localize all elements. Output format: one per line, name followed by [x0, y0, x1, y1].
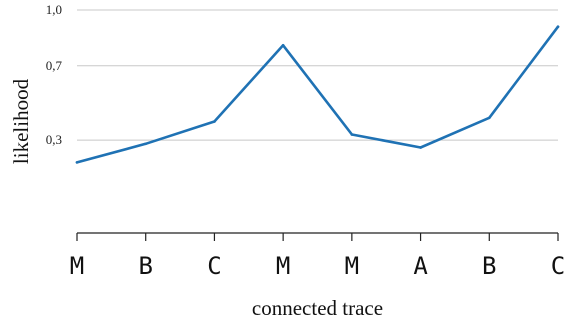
x-tick-label: C — [207, 252, 221, 280]
x-axis-label: connected trace — [252, 296, 383, 320]
series-point — [213, 120, 216, 123]
series-line — [75, 25, 560, 164]
series-point — [75, 161, 79, 164]
x-tick-label: M — [345, 252, 359, 280]
x-tick-label: B — [138, 252, 152, 280]
y-tick-label: 0,3 — [46, 132, 62, 147]
series-point — [281, 44, 285, 47]
x-tick-label: A — [413, 252, 428, 280]
series-point — [556, 25, 560, 29]
y-tick-label: 0,7 — [46, 58, 63, 73]
x-tick-label: B — [482, 252, 496, 280]
x-tick-label: C — [551, 252, 565, 280]
series-point — [350, 133, 354, 136]
x-tick-label: M — [276, 252, 290, 280]
y-tick-label: 1,0 — [46, 2, 62, 17]
series-point — [419, 146, 422, 149]
series-points — [75, 25, 560, 164]
series-point — [144, 142, 148, 146]
x-tick-label: M — [70, 252, 84, 280]
y-axis-label: likelihood — [9, 78, 33, 164]
series-point — [487, 116, 491, 120]
y-tick-labels: 1,0 0,7 0,3 — [46, 2, 63, 147]
